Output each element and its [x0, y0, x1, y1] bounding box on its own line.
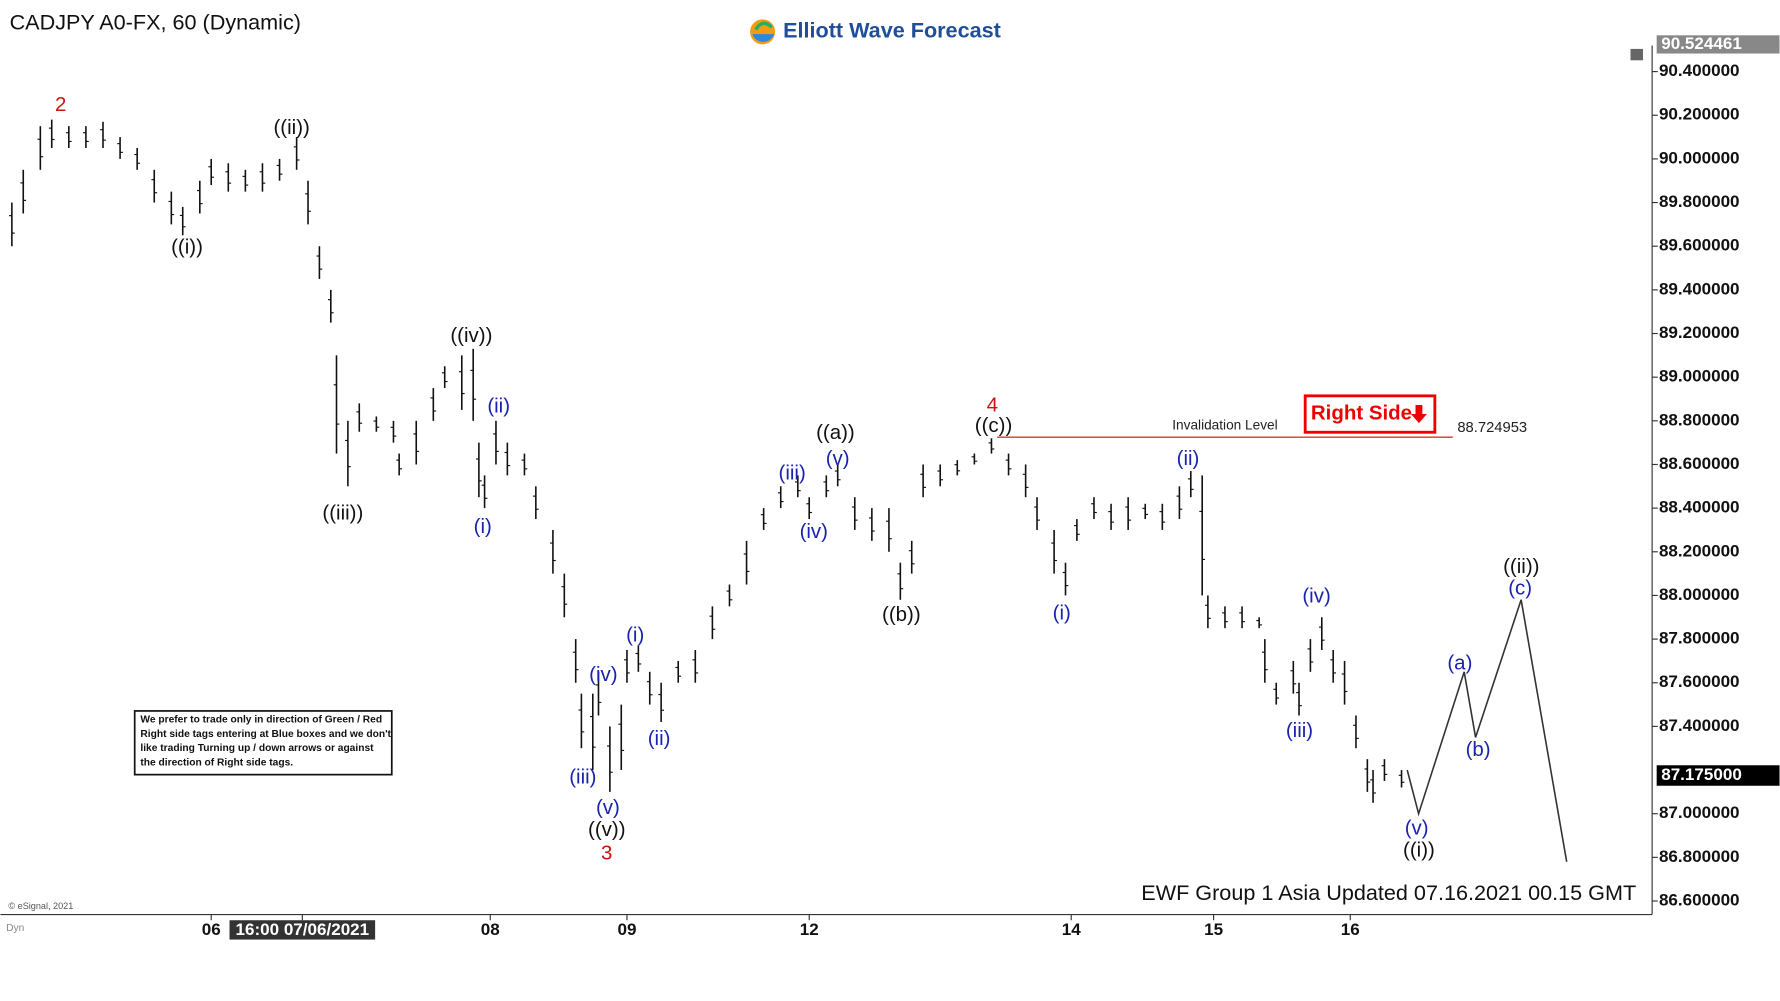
y-tick-label: 88.000000 — [1659, 585, 1740, 604]
y-tick-label: 87.400000 — [1659, 716, 1740, 735]
wave-label: ((i)) — [1403, 838, 1435, 861]
wave-label: (ii) — [1177, 447, 1200, 470]
wave-label: (ii) — [487, 395, 510, 418]
tag-arrow — [1410, 404, 1427, 424]
logo-icon — [752, 34, 774, 42]
x-tick-label: 08 — [481, 920, 500, 939]
logo-icon — [754, 21, 773, 31]
projection-line — [1406, 599, 1568, 862]
right-side-tag: Right Side — [1303, 394, 1437, 434]
chart-title: CADJPY A0-FX, 60 (Dynamic) — [10, 10, 301, 35]
wave-label: (iv) — [589, 663, 617, 686]
y-tick-label: 88.600000 — [1659, 454, 1740, 473]
wave-label: ((v)) — [588, 818, 626, 841]
x-tick-label: 06 — [202, 920, 221, 939]
y-tick-label: 90.200000 — [1659, 105, 1740, 124]
wave-label: ((ii)) — [273, 116, 309, 139]
note-line: the direction of Right side tags. — [140, 757, 293, 768]
brand-name: Elliott Wave Forecast — [783, 18, 1001, 43]
wave-label: 2 — [55, 93, 66, 116]
wave-label: ((ii)) — [1503, 555, 1539, 578]
x-tick-highlight — [229, 920, 376, 940]
note-box: We prefer to trade only in direction of … — [133, 710, 393, 776]
note-frame — [133, 710, 393, 776]
x-tick-label: 16:00 07/06/2021 — [236, 920, 370, 939]
wave-label: ((i)) — [171, 235, 203, 258]
footer: EWF Group 1 Asia Updated 07.16.2021 00.1… — [1141, 880, 1636, 905]
invalidation-label: Invalidation Level — [1172, 417, 1277, 432]
brand-logo: Elliott Wave Forecast — [750, 18, 1001, 45]
y-tick-label: 90.000000 — [1659, 148, 1740, 167]
x-tick-label: 14 — [1062, 920, 1081, 939]
last-price-label: 87.175000 — [1661, 765, 1742, 784]
y-tick-label: 86.800000 — [1659, 847, 1740, 866]
x-tick-label: 15 — [1204, 920, 1223, 939]
wave-label: (iii) — [779, 462, 806, 485]
copyright: © eSignal, 2021 — [8, 901, 73, 911]
y-tick-label: 88.200000 — [1659, 541, 1740, 560]
note-line: Right side tags entering at Blue boxes a… — [140, 729, 391, 740]
y-tick-label: 86.600000 — [1659, 891, 1740, 910]
wave-label: ((iii)) — [322, 502, 363, 525]
wave-label: (v) — [826, 447, 850, 470]
x-tick-label: 12 — [800, 920, 819, 939]
y-tick-label: 88.800000 — [1659, 410, 1740, 429]
wave-label: (iv) — [800, 520, 828, 543]
wave-label: ((iv)) — [450, 324, 492, 347]
wave-label: (iii) — [569, 765, 596, 788]
invalidation-value: 88.724953 — [1457, 420, 1527, 436]
high-marker-box — [1656, 35, 1780, 54]
wave-label: (v) — [1405, 817, 1429, 840]
y-tick-label: 89.800000 — [1659, 192, 1740, 211]
wave-label: (i) — [1053, 602, 1071, 625]
wave-label: (i) — [474, 515, 492, 538]
wave-label: ((a)) — [816, 421, 855, 444]
wave-label: ((c)) — [975, 414, 1013, 437]
y-tick-label: 90.400000 — [1659, 61, 1740, 80]
x-tick-label: 16 — [1341, 920, 1360, 939]
y-tick-label: 87.000000 — [1659, 803, 1740, 822]
wave-label: (c) — [1508, 577, 1532, 600]
y-tick-label: 89.000000 — [1659, 367, 1740, 386]
y-tick-label: 87.600000 — [1659, 672, 1740, 691]
tag-text: Right Side — [1311, 401, 1412, 424]
y-tick-label: 87.800000 — [1659, 629, 1740, 648]
wave-label: (v) — [596, 796, 620, 819]
note-line: like trading Turning up / down arrows or… — [140, 743, 374, 754]
y-tick-label: 89.600000 — [1659, 236, 1740, 255]
last-price-box — [1656, 765, 1780, 786]
y-tick-label: 89.200000 — [1659, 323, 1740, 342]
note-line: We prefer to trade only in direction of … — [140, 715, 382, 726]
wave-label: (b) — [1466, 738, 1491, 761]
wave-label: (ii) — [648, 727, 671, 750]
corner-label: Dyn — [6, 923, 24, 934]
wave-label: (a) — [1447, 652, 1472, 675]
wave-label: (i) — [626, 623, 644, 646]
wave-label: 3 — [601, 842, 612, 865]
high-marker-label: 90.524461 — [1661, 34, 1742, 53]
x-tick-label: 09 — [617, 920, 636, 939]
y-tick-label: 89.400000 — [1659, 279, 1740, 298]
y-tick-label: 88.400000 — [1659, 498, 1740, 517]
wave-label: (iv) — [1302, 585, 1330, 608]
wave-label: ((b)) — [882, 603, 921, 626]
axis-icon — [1630, 48, 1644, 61]
wave-label: (iii) — [1286, 719, 1313, 742]
wave-label: 4 — [987, 393, 998, 416]
